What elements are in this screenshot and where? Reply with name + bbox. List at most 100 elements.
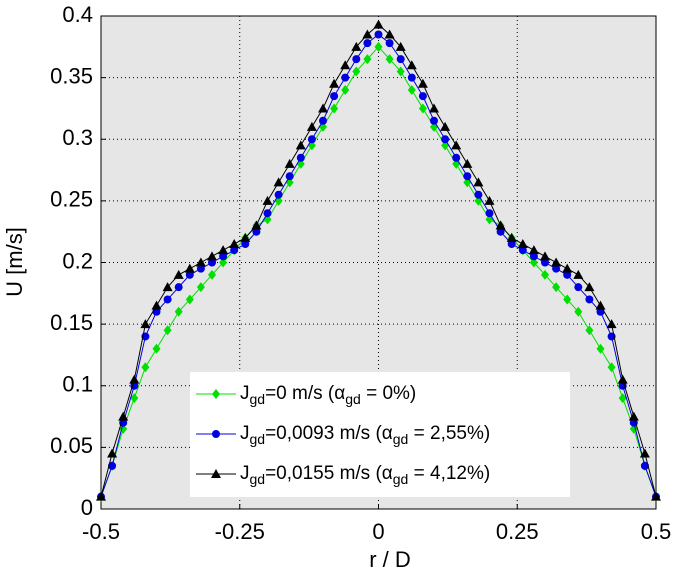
marker [174, 306, 183, 317]
marker [440, 121, 451, 131]
marker [184, 263, 195, 273]
marker [129, 374, 140, 384]
marker [274, 190, 283, 199]
marker [640, 461, 649, 470]
marker [585, 325, 594, 336]
marker [573, 269, 584, 279]
marker [518, 246, 527, 255]
marker [196, 264, 205, 273]
marker [396, 66, 405, 77]
legend-text: =0 m/s (α [265, 383, 345, 404]
marker [130, 393, 139, 404]
marker [340, 60, 351, 70]
marker [507, 240, 516, 249]
legend-text: J [240, 423, 250, 444]
marker [373, 19, 384, 29]
y-tick-label: 0.4 [62, 2, 93, 27]
marker [418, 92, 427, 101]
marker [596, 343, 605, 354]
y-tick-label: 0.3 [62, 125, 93, 150]
marker [211, 469, 221, 478]
marker [574, 283, 583, 292]
marker [363, 39, 372, 48]
y-tick-label: 0 [81, 495, 93, 520]
marker [396, 55, 405, 64]
marker [140, 319, 151, 329]
x-tick-label: 0.25 [496, 519, 539, 544]
marker [219, 257, 228, 268]
marker [96, 491, 106, 501]
marker [351, 41, 362, 51]
marker [118, 411, 129, 421]
marker [529, 257, 538, 268]
marker [362, 29, 373, 39]
marker [330, 92, 339, 101]
legend-text: J [240, 383, 250, 404]
marker [385, 39, 394, 48]
legend-subscript: gd [393, 471, 409, 487]
x-tick-label: -0.25 [215, 519, 265, 544]
legend-subscript: gd [250, 471, 266, 487]
marker [296, 153, 305, 162]
marker [229, 239, 240, 249]
marker [212, 430, 220, 438]
marker [208, 269, 216, 280]
marker [262, 195, 273, 205]
marker [484, 195, 495, 205]
marker [163, 325, 172, 336]
marker [406, 60, 417, 70]
marker [318, 103, 328, 113]
legend-label: Jgd=0,0155 m/s (αgd = 4,12%) [240, 463, 490, 487]
marker [319, 116, 327, 125]
legend-subscript: gd [250, 391, 266, 407]
legend-label: Jgd=0,0093 m/s (αgd = 2,55%) [240, 423, 490, 447]
marker [430, 116, 438, 125]
marker [517, 239, 528, 249]
marker [185, 294, 194, 305]
marker [452, 153, 461, 162]
marker [451, 140, 462, 150]
marker [595, 300, 606, 310]
marker [241, 240, 250, 249]
marker [407, 73, 416, 82]
marker [108, 461, 117, 470]
marker [651, 491, 661, 501]
marker [473, 177, 484, 187]
marker [251, 220, 262, 230]
marker [407, 84, 416, 95]
marker [485, 209, 494, 218]
legend-text: = 0%) [361, 383, 416, 404]
marker [441, 135, 450, 144]
marker [107, 448, 118, 458]
legend-label: Jgd=0 m/s (αgd = 0%) [240, 383, 416, 407]
marker [252, 227, 261, 236]
legend-subscript: gd [393, 431, 409, 447]
marker [284, 158, 295, 168]
marker [429, 103, 439, 113]
legend-text: =0,0093 m/s (α [265, 423, 393, 444]
marker [173, 269, 184, 279]
marker [207, 251, 217, 261]
marker [263, 209, 272, 218]
y-tick-label: 0.1 [62, 372, 93, 397]
marker [219, 252, 228, 261]
marker [341, 84, 350, 95]
marker [385, 54, 394, 65]
marker [417, 78, 428, 88]
marker [574, 306, 583, 317]
marker [562, 263, 573, 273]
marker [462, 158, 473, 168]
axes-box [100, 15, 657, 510]
legend-subscript: gd [345, 391, 361, 407]
marker [230, 246, 239, 255]
marker [617, 374, 628, 384]
marker [330, 103, 339, 114]
marker [218, 245, 229, 255]
marker [606, 319, 617, 329]
y-tick-label: 0.15 [50, 310, 93, 335]
marker [374, 30, 383, 39]
marker [495, 220, 506, 230]
marker [212, 389, 220, 399]
y-tick-label: 0.2 [62, 248, 93, 273]
legend-text: J [240, 463, 250, 484]
